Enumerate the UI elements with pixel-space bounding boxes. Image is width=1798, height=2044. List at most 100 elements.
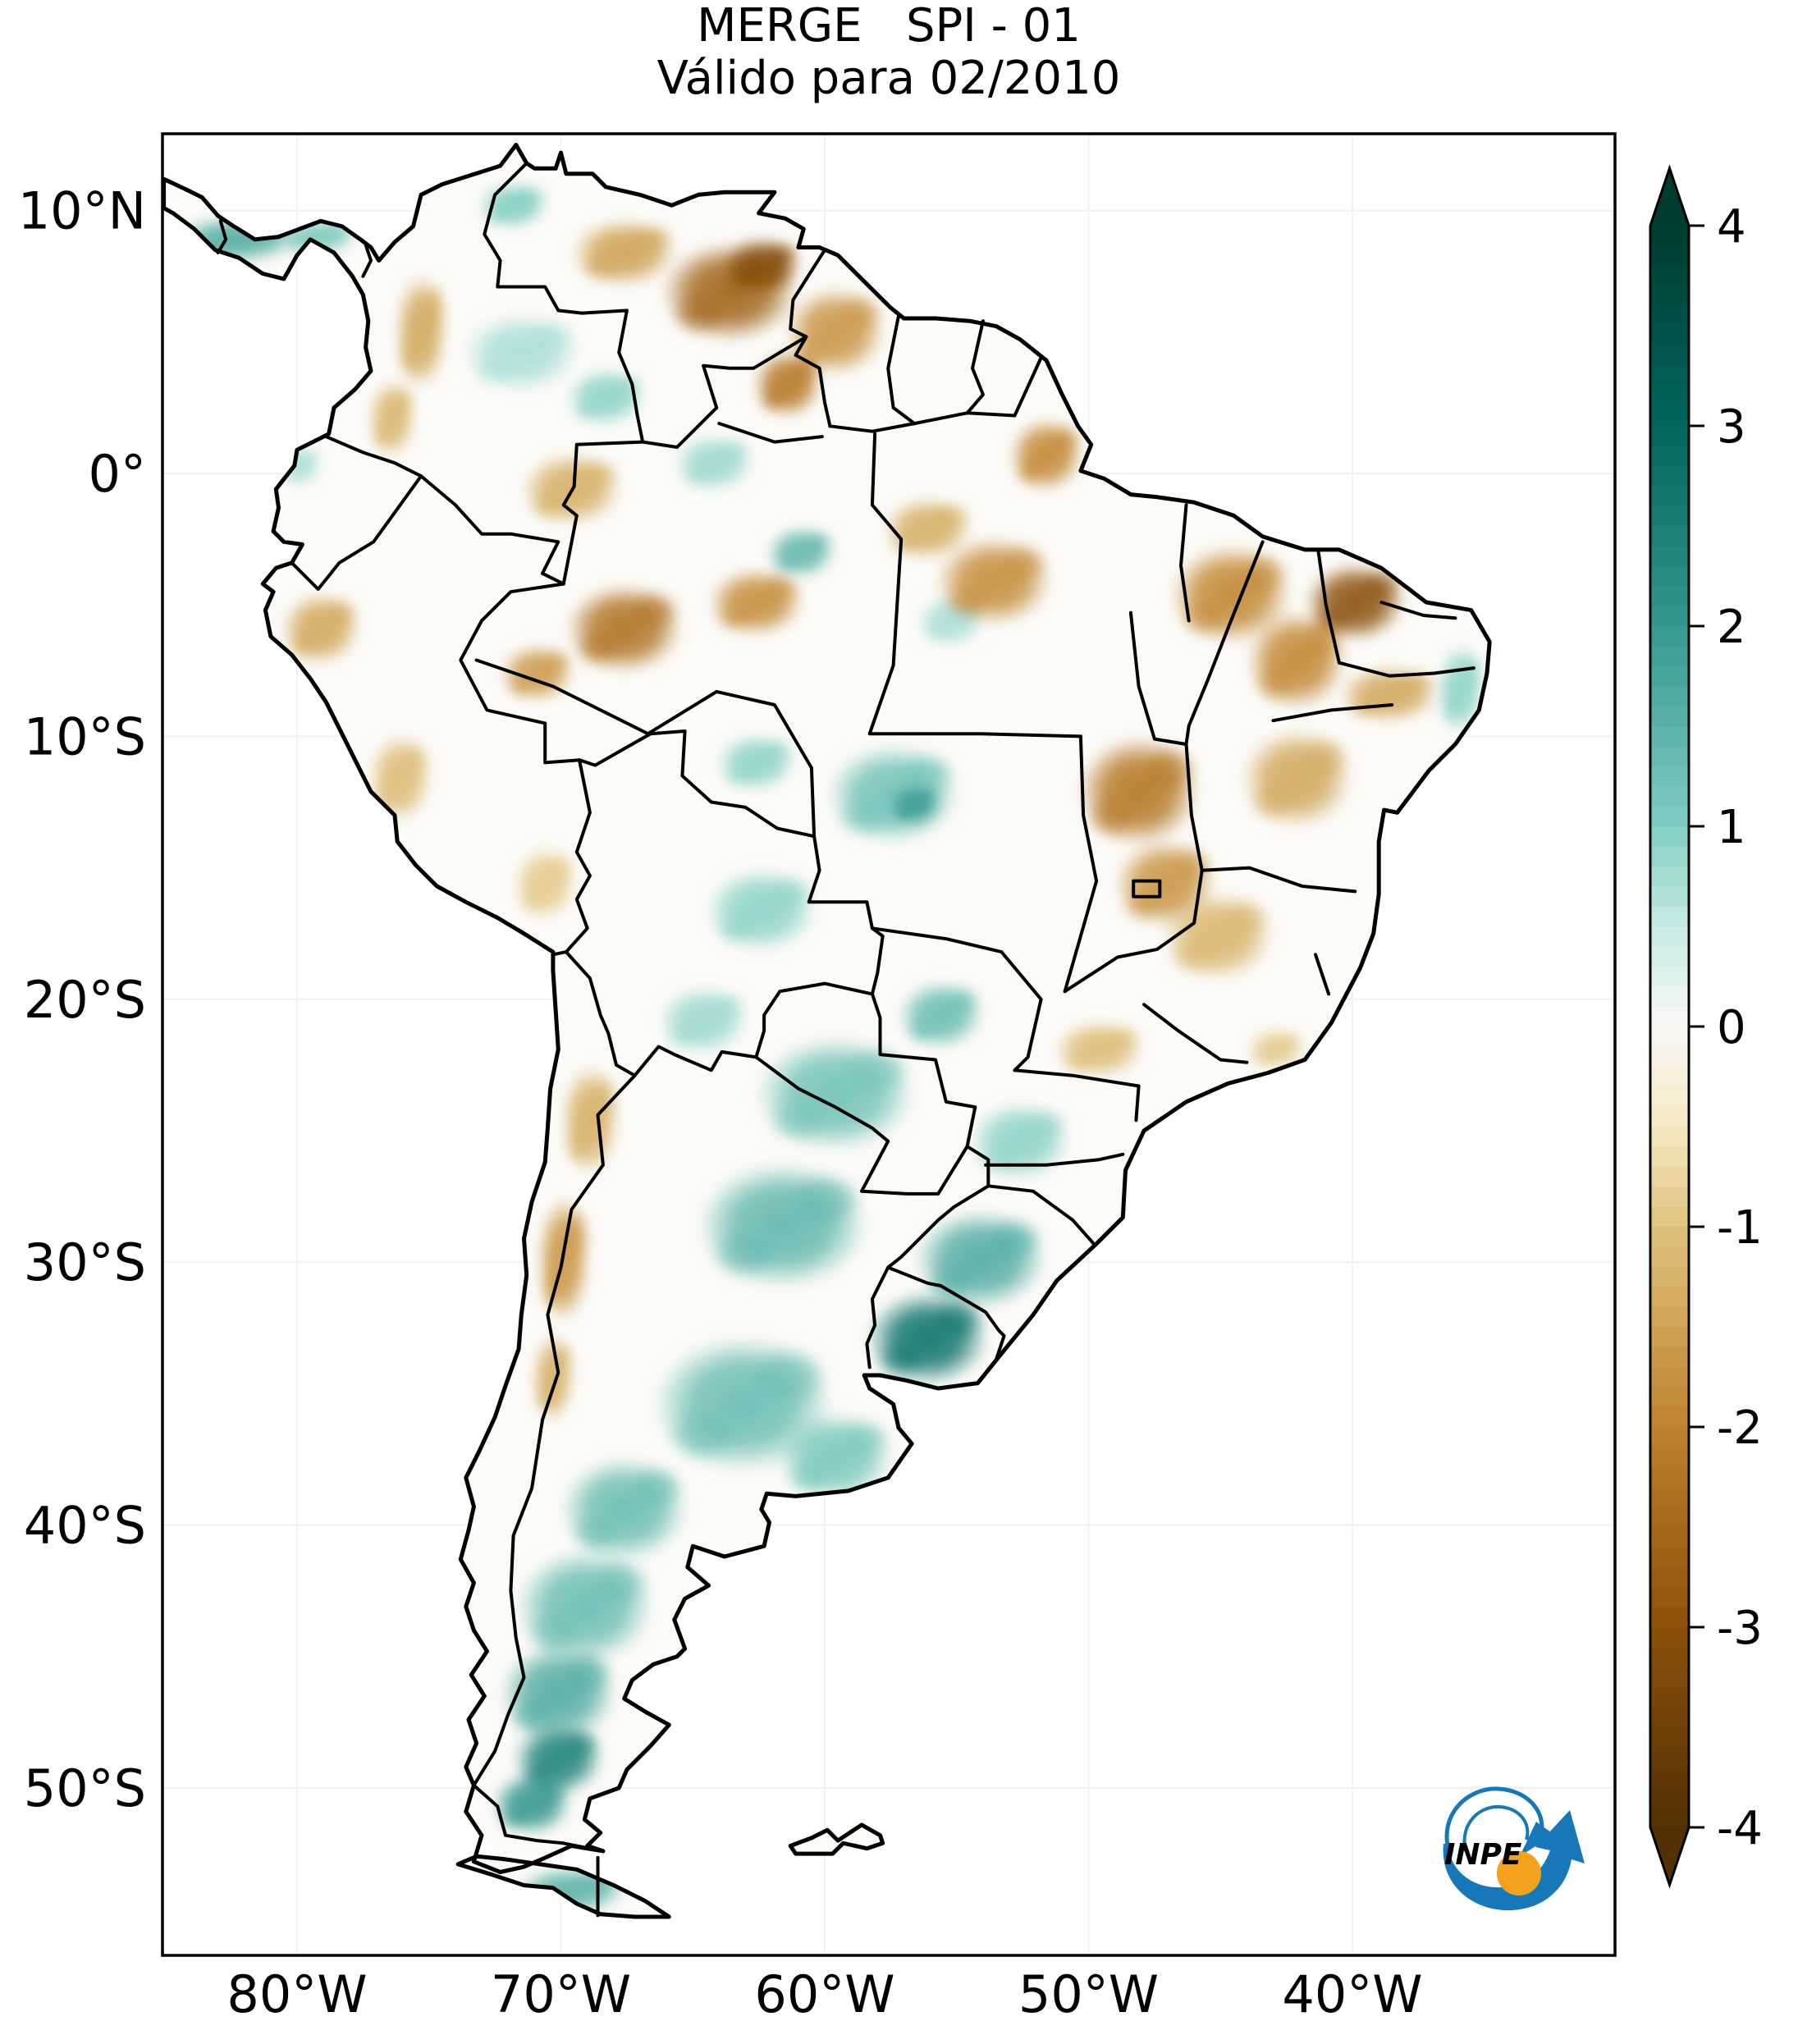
- state-border: [1316, 547, 1341, 665]
- y-tick-label: 10°S: [24, 706, 146, 766]
- spi-texture: [977, 1143, 1018, 1175]
- spi-texture: [931, 1298, 986, 1341]
- colorbar-band: [1650, 1106, 1689, 1127]
- spi-texture: [1170, 938, 1215, 975]
- country-border: [472, 1073, 637, 1853]
- colorbar-band: [1650, 386, 1689, 407]
- colorbar-band: [1650, 626, 1689, 647]
- colorbar-band: [1650, 766, 1689, 788]
- colorbar-band: [1650, 866, 1689, 888]
- colorbar-band: [1650, 1287, 1689, 1308]
- colorbar-tick-label: -3: [1717, 1602, 1763, 1655]
- state-border: [1063, 868, 1204, 994]
- spi-texture: [1048, 423, 1082, 457]
- spi-texture: [286, 630, 319, 661]
- colorbar-band: [1650, 1006, 1689, 1027]
- coastline: [788, 1822, 885, 1856]
- colorbar-band: [1650, 926, 1689, 948]
- inpe-logo-text: INPE: [1444, 1838, 1522, 1872]
- colorbar-band: [1650, 1566, 1689, 1589]
- spi-texture: [983, 1217, 1044, 1263]
- colorbar-band: [1650, 505, 1689, 527]
- colorbar-band: [1650, 1246, 1689, 1268]
- spi-texture: [372, 420, 391, 452]
- state-border: [1184, 743, 1204, 872]
- inpe-orbit-inner: [1462, 1804, 1530, 1852]
- colorbar-tick-label: 2: [1717, 601, 1746, 654]
- state-border: [1200, 866, 1357, 894]
- figure-titles: MERGE SPI - 01 Válido para 02/2010: [162, 0, 1615, 105]
- colorbar-band: [1650, 786, 1689, 807]
- colorbar-band: [1650, 446, 1689, 467]
- colorbar-band: [1650, 1747, 1689, 1768]
- state-border: [717, 422, 824, 444]
- spi-texture: [323, 597, 359, 631]
- spi-texture: [763, 240, 799, 268]
- map-area: [162, 134, 1615, 1955]
- spi-texture: [671, 294, 727, 335]
- spi-texture: [785, 1459, 833, 1495]
- spi-texture: [393, 384, 415, 421]
- colorbar-band: [1650, 1027, 1689, 1048]
- colorbar-band: [1650, 1306, 1689, 1328]
- spi-texture: [758, 386, 786, 414]
- coastline-group: [162, 143, 1492, 1919]
- spi-texture: [758, 573, 802, 605]
- colorbar-band: [1650, 1466, 1689, 1488]
- x-tick-label: 60°W: [754, 1964, 894, 2024]
- colorbar-band: [1650, 1667, 1689, 1689]
- state-border: [1184, 540, 1265, 746]
- colorbar-band: [1650, 846, 1689, 867]
- spi-texture: [1277, 1031, 1304, 1050]
- country-border: [641, 335, 808, 449]
- spi-texture: [1060, 1050, 1097, 1074]
- colorbar-band: [1650, 465, 1689, 487]
- colorbar-band: [1650, 1366, 1689, 1388]
- country-border: [965, 319, 985, 415]
- colorbar-band: [1650, 1687, 1689, 1708]
- chart-subtitle: Válido para 02/2010: [657, 52, 1121, 105]
- spi-texture: [837, 293, 883, 334]
- colorbar-band: [1650, 1086, 1689, 1108]
- colorbar-band: [1650, 1807, 1689, 1828]
- spi-texture: [1233, 551, 1289, 597]
- colorbar-band: [1650, 226, 1689, 247]
- colorbar-band: [1650, 886, 1689, 908]
- spi-texture: [705, 991, 747, 1022]
- country-border: [886, 1265, 1006, 1361]
- y-tick-label: 40°S: [24, 1496, 146, 1556]
- spi-texture: [786, 1171, 863, 1229]
- spi-texture: [1462, 651, 1484, 692]
- state-border: [1314, 953, 1331, 996]
- colorbar-tick-label: 1: [1717, 801, 1746, 854]
- spi-texture: [837, 796, 890, 837]
- state-border: [870, 432, 904, 667]
- spi-texture: [891, 805, 913, 823]
- colorbar-band: [1650, 365, 1689, 387]
- country-border: [324, 435, 423, 478]
- colorbar-band: [1650, 586, 1689, 607]
- spi-texture: [547, 852, 575, 886]
- land-polygon: [163, 144, 1490, 1873]
- colorbar-band: [1650, 1647, 1689, 1668]
- country-border: [789, 248, 832, 428]
- colorbar-band: [1650, 986, 1689, 1008]
- spi-texture: [757, 738, 794, 765]
- colorbar-band: [1650, 265, 1689, 287]
- chart-title: MERGE SPI - 01: [697, 0, 1081, 53]
- spi-texture: [711, 1228, 779, 1279]
- spi-texture: [904, 1017, 939, 1045]
- state-border: [1063, 734, 1099, 994]
- colorbar-band: [1650, 1406, 1689, 1428]
- colorbar-band: [1650, 546, 1689, 567]
- state-border: [1271, 703, 1394, 723]
- spi-texture: [714, 912, 759, 946]
- country-border: [419, 474, 565, 586]
- spi-texture: [1014, 456, 1045, 487]
- country-border: [828, 356, 1043, 433]
- colorbar-band: [1650, 1487, 1689, 1508]
- spi-texture: [541, 1262, 563, 1314]
- spi-texture: [506, 674, 536, 698]
- colorbar-band: [1650, 1607, 1689, 1628]
- spi-texture: [930, 501, 971, 531]
